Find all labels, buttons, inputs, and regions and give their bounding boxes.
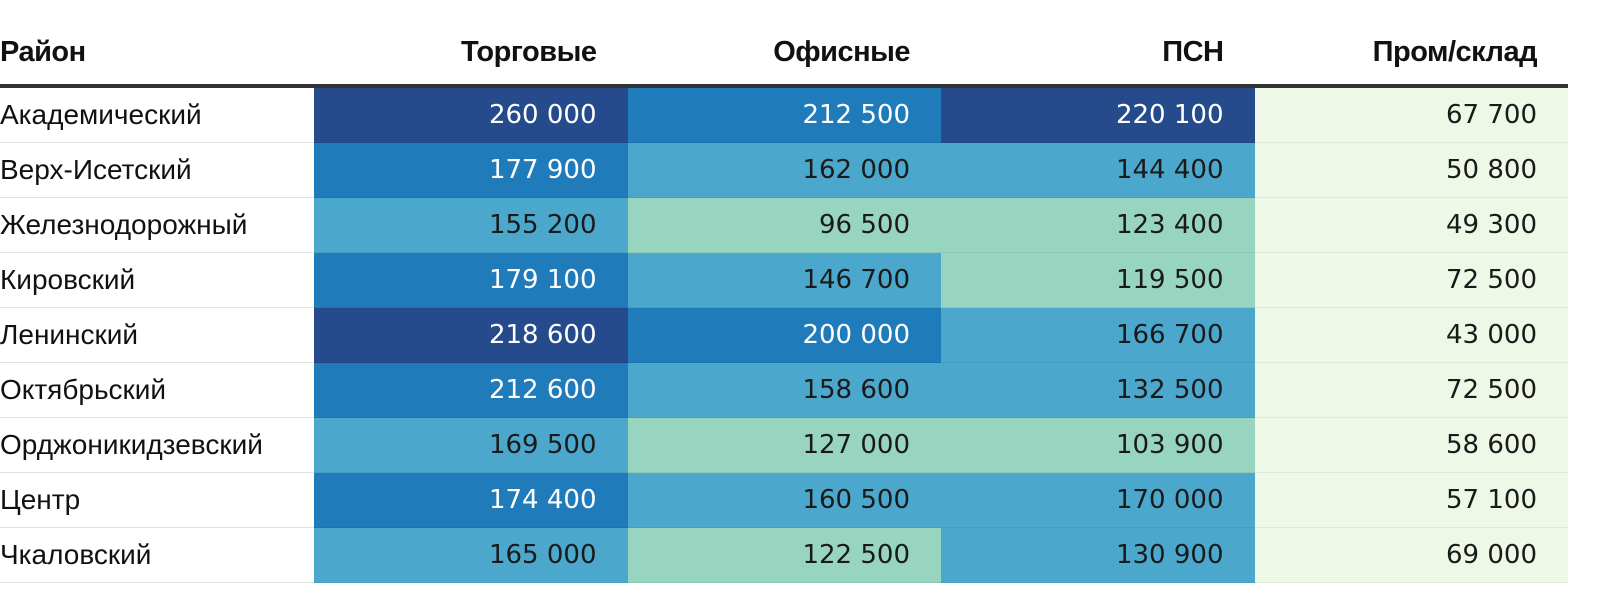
value-cell-psn: 119 500 [941, 252, 1255, 308]
table-row: Академический 260 000 212 500 220 100 67 700 [0, 86, 1568, 143]
value-cell-office: 146 700 [627, 252, 941, 308]
table-row: Кировский 179 100 146 700 119 500 72 500 [0, 252, 1568, 308]
table-row: Верх-Исетский 177 900 162 000 144 400 50 800 [0, 142, 1568, 198]
value-cell-office: 158 600 [627, 362, 941, 418]
value-cell-retail: 212 600 [314, 362, 628, 418]
value-cell-industrial: 58 600 [1254, 417, 1568, 473]
district-cell: Ленинский [0, 307, 314, 363]
header-office[interactable]: Офисные [627, 20, 941, 88]
district-cell: Кировский [0, 252, 314, 308]
district-cell: Центр [0, 472, 314, 528]
table-row: Октябрьский 212 600 158 600 132 500 72 500 [0, 362, 1568, 418]
value-cell-industrial: 72 500 [1254, 362, 1568, 418]
district-cell: Октябрьский [0, 362, 314, 418]
value-cell-retail: 218 600 [314, 307, 628, 363]
value-cell-office: 96 500 [627, 197, 941, 253]
value-cell-industrial: 49 300 [1254, 197, 1568, 253]
table-row: Центр 174 400 160 500 170 000 57 100 [0, 472, 1568, 528]
district-cell: Орджоникидзевский [0, 417, 314, 473]
value-cell-industrial: 67 700 [1254, 86, 1568, 143]
value-cell-office: 162 000 [627, 142, 941, 198]
value-cell-psn: 130 900 [941, 527, 1255, 583]
table-row: Железнодорожный 155 200 96 500 123 400 49 30… [0, 197, 1568, 253]
header-industrial[interactable]: Пром/склад [1254, 20, 1568, 88]
value-cell-psn: 220 100 [941, 86, 1255, 143]
table-row: Чкаловский 165 000 122 500 130 900 69 000 [0, 527, 1568, 583]
header-psn[interactable]: ПСН [941, 20, 1255, 88]
value-cell-psn: 123 400 [941, 197, 1255, 253]
price-table: Район Торговые Офисные ПСН Пром/склад Ак… [0, 20, 1568, 583]
value-cell-retail: 179 100 [314, 252, 628, 308]
header-retail[interactable]: Торговые [314, 20, 628, 88]
value-cell-psn: 103 900 [941, 417, 1255, 473]
value-cell-office: 200 000 [627, 307, 941, 363]
value-cell-office: 127 000 [627, 417, 941, 473]
value-cell-industrial: 69 000 [1254, 527, 1568, 583]
value-cell-office: 160 500 [627, 472, 941, 528]
value-cell-psn: 144 400 [941, 142, 1255, 198]
value-cell-retail: 169 500 [314, 417, 628, 473]
table-row: Ленинский 218 600 200 000 166 700 43 000 [0, 307, 1568, 363]
header-row: Район Торговые Офисные ПСН Пром/склад [0, 20, 1568, 88]
table-body: Академический 260 000 212 500 220 100 67 700… [0, 86, 1568, 583]
value-cell-retail: 165 000 [314, 527, 628, 583]
table-row: Орджоникидзевский 169 500 127 000 103 900 58… [0, 417, 1568, 473]
district-cell: Верх-Исетский [0, 142, 314, 198]
district-cell: Железнодорожный [0, 197, 314, 253]
table-header: Район Торговые Офисные ПСН Пром/склад [0, 20, 1568, 88]
value-cell-office: 122 500 [627, 527, 941, 583]
value-cell-industrial: 57 100 [1254, 472, 1568, 528]
value-cell-industrial: 72 500 [1254, 252, 1568, 308]
district-cell: Чкаловский [0, 527, 314, 583]
value-cell-office: 212 500 [627, 86, 941, 143]
value-cell-retail: 174 400 [314, 472, 628, 528]
value-cell-industrial: 50 800 [1254, 142, 1568, 198]
value-cell-retail: 260 000 [314, 86, 628, 143]
value-cell-retail: 155 200 [314, 197, 628, 253]
value-cell-psn: 170 000 [941, 472, 1255, 528]
value-cell-industrial: 43 000 [1254, 307, 1568, 363]
value-cell-retail: 177 900 [314, 142, 628, 198]
value-cell-psn: 166 700 [941, 307, 1255, 363]
district-cell: Академический [0, 86, 314, 143]
header-district[interactable]: Район [0, 20, 314, 88]
value-cell-psn: 132 500 [941, 362, 1255, 418]
